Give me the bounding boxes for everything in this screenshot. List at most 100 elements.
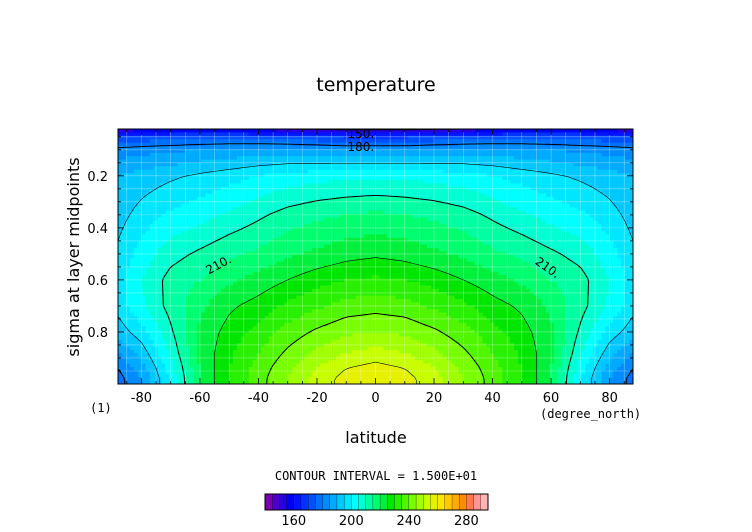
field-cell	[605, 197, 610, 201]
field-cell	[141, 169, 147, 174]
field-cell	[161, 156, 167, 161]
field-cell	[324, 258, 329, 263]
field-cell	[423, 254, 428, 259]
field-cell	[526, 251, 531, 256]
field-cell	[205, 152, 210, 157]
field-cell	[565, 146, 571, 150]
field-cell	[419, 156, 424, 161]
field-cell	[597, 207, 602, 212]
field-cell	[264, 197, 270, 201]
field-cell	[446, 146, 452, 150]
field-cell	[541, 237, 547, 242]
field-cell	[506, 200, 511, 205]
field-cell	[280, 241, 285, 246]
field-cell	[557, 203, 563, 208]
field-cell	[458, 166, 464, 171]
field-cell	[371, 244, 377, 249]
field-cell	[486, 146, 491, 150]
field-cell	[541, 139, 547, 144]
field-cell	[232, 251, 238, 256]
field-cell	[173, 214, 179, 218]
field-cell	[129, 180, 135, 184]
field-cell	[137, 227, 143, 232]
field-cell	[272, 180, 278, 184]
field-cell	[320, 200, 325, 205]
field-cell	[141, 207, 147, 212]
field-cell	[557, 186, 563, 191]
field-cell	[601, 248, 606, 252]
field-cell	[569, 129, 575, 133]
field-cell	[153, 149, 159, 154]
field-cell	[510, 152, 515, 157]
field-cell	[173, 197, 179, 201]
field-cell	[268, 190, 274, 195]
field-cell	[145, 197, 151, 201]
field-cell	[173, 210, 179, 215]
field-cell	[145, 193, 151, 198]
field-cell	[129, 258, 135, 263]
field-cell	[347, 251, 353, 256]
field-cell	[613, 190, 618, 195]
field-cell	[601, 169, 606, 174]
field-cell	[589, 135, 594, 140]
field-cell	[526, 166, 531, 171]
field-cell	[526, 173, 531, 178]
field-cell	[280, 139, 285, 144]
field-cell	[375, 244, 381, 249]
field-cell	[470, 224, 476, 229]
field-cell	[141, 237, 147, 242]
field-cell	[450, 169, 456, 174]
field-cell	[454, 231, 460, 235]
field-cell	[605, 224, 610, 229]
field-cell	[510, 227, 515, 232]
field-cell	[395, 210, 400, 215]
field-cell	[320, 220, 325, 225]
field-cell	[419, 149, 424, 154]
field-cell	[403, 214, 408, 218]
field-cell	[482, 183, 488, 188]
field-cell	[466, 169, 472, 174]
field-cell	[181, 176, 186, 181]
field-cell	[335, 186, 341, 191]
field-cell	[482, 173, 488, 178]
field-cell	[205, 146, 210, 150]
field-cell	[553, 163, 559, 167]
field-cell	[335, 173, 341, 178]
field-cell	[177, 227, 182, 232]
field-cell	[331, 139, 337, 144]
field-cell	[403, 200, 408, 205]
field-cell	[470, 183, 476, 188]
field-cell	[189, 220, 194, 225]
field-cell	[256, 152, 262, 157]
field-cell	[430, 186, 436, 191]
field-cell	[284, 237, 289, 242]
field-cell	[343, 217, 349, 222]
field-cell	[173, 227, 179, 232]
field-cell	[510, 169, 515, 174]
field-cell	[450, 149, 456, 154]
field-cell	[383, 227, 388, 232]
field-cell	[256, 220, 262, 225]
field-cell	[288, 166, 293, 171]
field-cell	[518, 227, 523, 232]
field-cell	[470, 190, 476, 195]
field-cell	[161, 237, 167, 242]
field-cell	[557, 159, 563, 164]
field-cell	[248, 248, 254, 252]
field-cell	[280, 173, 285, 178]
field-cell	[141, 248, 147, 252]
field-cell	[232, 237, 238, 242]
field-cell	[510, 149, 515, 154]
field-cell	[296, 193, 301, 198]
field-cell	[300, 193, 305, 198]
field-cell	[296, 258, 301, 263]
field-cell	[399, 163, 404, 167]
field-cell	[605, 159, 610, 164]
field-cell	[419, 200, 424, 205]
field-cell	[573, 173, 579, 178]
field-cell	[450, 254, 456, 259]
field-cell	[185, 163, 190, 167]
field-cell	[609, 241, 614, 246]
field-cell	[545, 156, 551, 161]
field-cell	[280, 156, 285, 161]
